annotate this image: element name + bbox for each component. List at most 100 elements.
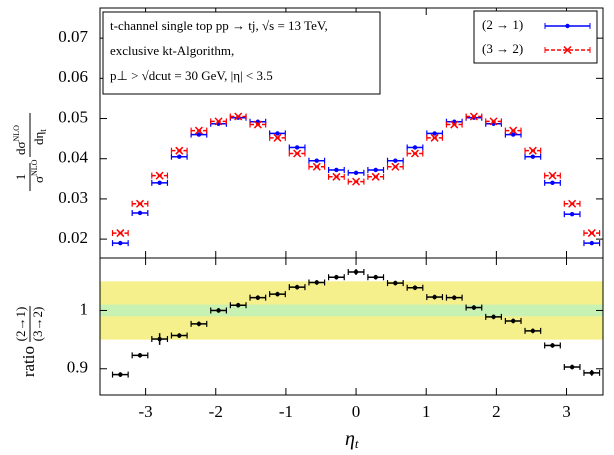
x-label-part: t: [355, 436, 359, 451]
y-tick-label: 0.07: [58, 27, 88, 46]
marker: [137, 210, 143, 216]
y-tick-label: 0.06: [58, 67, 88, 86]
marker: [530, 154, 536, 159]
y-tick-label: 1: [80, 299, 89, 318]
x-tick-label: 1: [422, 402, 431, 421]
marker: [196, 321, 202, 327]
y-tick-label: 0.03: [58, 188, 88, 207]
y-label-part: σ: [31, 176, 46, 183]
marker: [430, 133, 439, 142]
y-label-part: t: [38, 129, 48, 132]
marker: [334, 167, 339, 173]
x-label-part: η: [345, 428, 355, 450]
legend-label: (3 → 2): [482, 41, 523, 56]
marker: [432, 131, 437, 136]
marker: [255, 295, 261, 300]
marker: [157, 180, 162, 186]
marker: [294, 284, 300, 290]
legend-marker: [565, 23, 570, 29]
marker: [118, 240, 123, 246]
marker: [312, 162, 321, 171]
x-tick-label: -3: [139, 402, 153, 421]
x-tick-label: -1: [279, 402, 293, 421]
marker: [569, 211, 575, 217]
marker: [352, 177, 361, 186]
marker: [177, 333, 182, 338]
y-label-part: NLO: [30, 159, 39, 176]
y-label-part: dη: [31, 132, 46, 146]
y-tick-label: 0.9: [67, 358, 88, 377]
marker: [294, 145, 300, 150]
marker: [332, 172, 341, 181]
y-label-part: (3→2): [30, 307, 45, 342]
marker: [353, 170, 359, 175]
annotation-box: [102, 11, 381, 95]
legend-box: [473, 10, 598, 64]
y-label-part: (2→1): [13, 307, 28, 342]
y-label-part: ratio: [19, 346, 38, 377]
marker: [587, 229, 596, 238]
marker: [432, 294, 437, 300]
marker: [196, 132, 202, 137]
marker: [511, 132, 516, 137]
marker: [275, 131, 280, 136]
marker: [253, 120, 262, 129]
x-tick-label: 0: [352, 402, 361, 421]
marker: [471, 305, 477, 310]
y-tick-label: 0.04: [58, 148, 88, 167]
marker: [450, 120, 459, 129]
marker: [214, 117, 223, 126]
marker: [509, 126, 518, 135]
marker: [548, 171, 557, 180]
marker: [371, 172, 380, 181]
marker: [175, 146, 184, 155]
marker: [177, 154, 182, 159]
marker: [550, 180, 555, 186]
marker: [412, 145, 418, 150]
marker: [216, 308, 221, 313]
marker: [469, 112, 478, 121]
marker: [589, 370, 594, 376]
marker: [353, 269, 359, 275]
annotation: p⊥ > √dcut = 30 GeV, |η| < 3.5: [110, 68, 273, 83]
x-tick-label: 2: [492, 402, 501, 421]
legend-marker: [563, 45, 572, 55]
marker: [137, 353, 143, 358]
legend-label: (2 → 1): [482, 17, 523, 32]
marker: [568, 199, 577, 208]
y-label-part: dσ: [13, 141, 28, 155]
marker: [489, 117, 498, 126]
marker: [157, 336, 162, 342]
marker: [569, 364, 575, 370]
marker: [452, 295, 457, 300]
y-label-part: dηt: [31, 129, 48, 145]
marker: [550, 343, 555, 348]
y-tick-label: 0.05: [58, 107, 88, 126]
marker: [118, 372, 123, 377]
marker: [334, 275, 339, 280]
y-axis-label: ratio (2→1) (3→2): [13, 306, 45, 377]
annotation: t-channel single top pp → tj, √s = 13 Te…: [110, 18, 328, 33]
marker: [391, 162, 400, 171]
marker: [393, 280, 398, 286]
y-tick-label: 0.02: [58, 228, 88, 247]
marker: [373, 275, 378, 280]
marker: [491, 314, 496, 320]
marker: [273, 133, 282, 142]
annotation: exclusive kt-Algorithm,: [110, 43, 234, 58]
marker: [589, 240, 594, 246]
y-label-part: dσNLO: [12, 125, 28, 155]
marker: [275, 291, 280, 297]
band: [100, 304, 603, 317]
plot-frame: [99, 257, 604, 396]
marker: [135, 199, 145, 208]
marker: [314, 280, 319, 285]
marker: [293, 149, 302, 158]
marker: [194, 126, 203, 135]
marker: [373, 167, 378, 173]
x-tick-label: -2: [209, 402, 223, 421]
y-label-part: 1: [13, 174, 28, 181]
marker: [155, 171, 164, 180]
y-label-part: NLO: [12, 125, 21, 142]
